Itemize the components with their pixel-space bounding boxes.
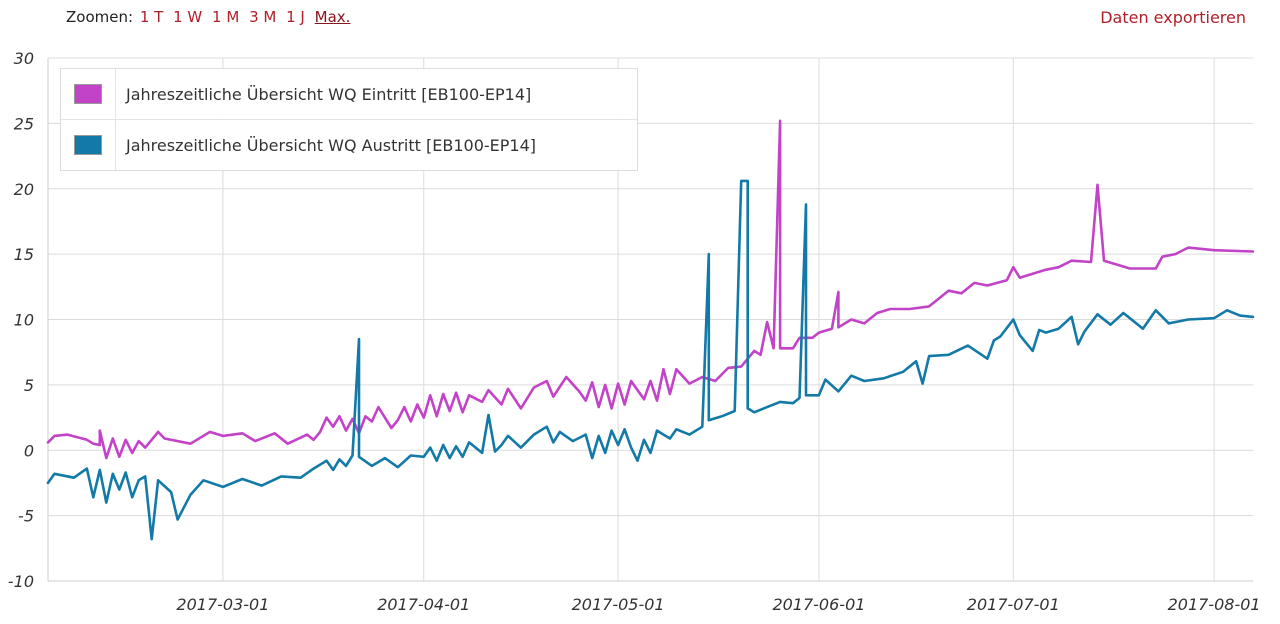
- y-tick-label: 30: [14, 49, 34, 68]
- series-line-austritt: [46, 179, 1255, 541]
- legend-item-austritt[interactable]: Jahreszeitliche Übersicht WQ Austritt [E…: [61, 120, 637, 170]
- x-tick-label: 2017-04-01: [377, 595, 470, 614]
- zoom-option-1-day[interactable]: 1 T: [139, 8, 164, 26]
- series-line-eintritt: [46, 119, 1255, 460]
- zoom-label: Zoomen:: [66, 8, 134, 26]
- legend-label-austritt: Jahreszeitliche Übersicht WQ Austritt [E…: [126, 135, 537, 155]
- zoom-option-1-week[interactable]: 1 W: [173, 8, 203, 26]
- y-tick-label: -5: [18, 507, 34, 526]
- x-tick-label: 2017-08-01: [1168, 595, 1261, 614]
- zoom-option-1-year[interactable]: 1 J: [286, 8, 305, 26]
- y-tick-label: 5: [24, 376, 34, 395]
- legend-swatch-cell: [61, 69, 116, 119]
- chart-legend: Jahreszeitliche Übersicht WQ Eintritt [E…: [60, 68, 638, 171]
- zoom-option-1-month[interactable]: 1 M: [212, 8, 240, 26]
- zoom-toolbar: Zoomen: 1 T 1 W 1 M 3 M 1 J Max.: [66, 8, 355, 26]
- y-tick-label: 20: [14, 180, 34, 199]
- zoom-option-max[interactable]: Max.: [314, 8, 351, 26]
- legend-swatch-eintritt: [74, 84, 102, 104]
- x-tick-label: 2017-03-01: [176, 595, 269, 614]
- legend-swatch-cell: [61, 120, 116, 170]
- x-tick-label: 2017-06-01: [772, 595, 865, 614]
- y-tick-label: 10: [14, 311, 34, 330]
- legend-label-eintritt: Jahreszeitliche Übersicht WQ Eintritt [E…: [126, 84, 532, 104]
- legend-swatch-austritt: [74, 135, 102, 155]
- export-data-link[interactable]: Daten exportieren: [1100, 8, 1246, 27]
- y-tick-label: 0: [24, 441, 34, 460]
- y-tick-label: 25: [14, 114, 34, 133]
- y-tick-label: -10: [8, 572, 34, 591]
- legend-item-eintritt[interactable]: Jahreszeitliche Übersicht WQ Eintritt [E…: [61, 69, 637, 120]
- x-tick-label: 2017-05-01: [572, 595, 665, 614]
- zoom-option-3-months[interactable]: 3 M: [249, 8, 277, 26]
- y-tick-label: 15: [14, 245, 34, 264]
- x-tick-label: 2017-07-01: [967, 595, 1060, 614]
